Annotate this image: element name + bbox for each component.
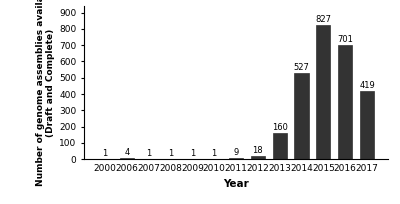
Bar bbox=[229, 158, 243, 159]
Text: 1: 1 bbox=[190, 149, 195, 158]
Text: 18: 18 bbox=[252, 146, 263, 155]
Text: 1: 1 bbox=[168, 149, 173, 158]
X-axis label: Year: Year bbox=[223, 178, 249, 188]
Bar bbox=[338, 45, 352, 159]
Bar bbox=[360, 91, 374, 159]
Text: 4: 4 bbox=[124, 149, 129, 157]
Text: 827: 827 bbox=[315, 14, 331, 23]
Text: 419: 419 bbox=[359, 81, 375, 90]
Text: 527: 527 bbox=[294, 63, 310, 72]
Text: 1: 1 bbox=[102, 149, 108, 158]
Text: 160: 160 bbox=[272, 123, 288, 132]
Bar bbox=[251, 156, 265, 159]
Text: 701: 701 bbox=[337, 35, 353, 44]
Y-axis label: Number of genome assemblies available
(Draft and Complete): Number of genome assemblies available (D… bbox=[36, 0, 55, 186]
Bar bbox=[294, 73, 309, 159]
Text: 1: 1 bbox=[212, 149, 217, 158]
Text: 1: 1 bbox=[146, 149, 151, 158]
Bar bbox=[272, 133, 287, 159]
Bar bbox=[316, 24, 330, 159]
Text: 9: 9 bbox=[233, 148, 239, 157]
